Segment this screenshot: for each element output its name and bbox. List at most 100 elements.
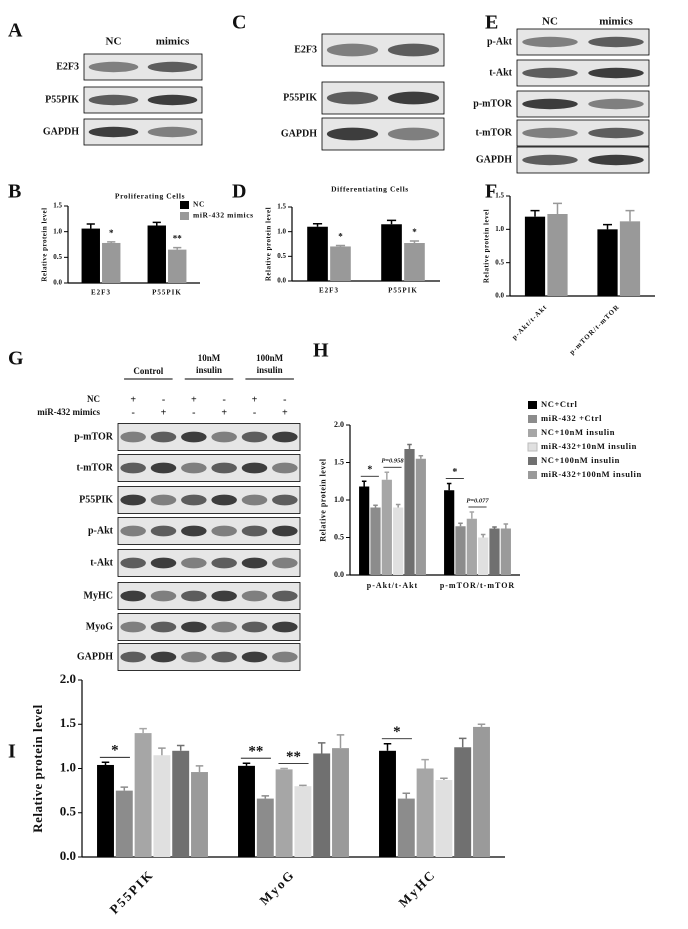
- bar: [256, 798, 274, 857]
- error-bar: [395, 503, 401, 508]
- annotation: P=0.958: [381, 458, 404, 465]
- blot-band: [181, 494, 207, 506]
- y-axis-label: Relative protein level: [318, 458, 327, 542]
- lane-label: NC: [106, 36, 122, 48]
- condition-sign: +: [282, 407, 288, 418]
- error-bar: [176, 744, 185, 751]
- blot-band: [522, 127, 578, 139]
- blot-strip: [117, 486, 301, 514]
- error-bar: [409, 240, 420, 244]
- group-label: Control: [133, 366, 163, 376]
- row-label: GAPDH: [77, 651, 113, 662]
- error-bar: [336, 734, 345, 749]
- bar: [313, 753, 331, 857]
- error-bar: [299, 784, 307, 787]
- annotation: *: [111, 743, 119, 759]
- bar: [238, 765, 255, 857]
- blot-band: [150, 621, 177, 633]
- blot-band: [147, 94, 198, 106]
- blot-band: [150, 525, 177, 537]
- blot-band: [272, 651, 298, 663]
- error-bar: [86, 223, 95, 229]
- legend-swatch: [528, 401, 537, 409]
- blot-band: [241, 621, 268, 633]
- blot-band: [211, 590, 237, 602]
- bar: [524, 216, 546, 296]
- y-tick-label: 0.5: [277, 252, 286, 260]
- blot-band: [326, 127, 379, 141]
- error-bar: [530, 209, 540, 217]
- y-tick-label: 1.0: [334, 495, 344, 504]
- blot-band: [326, 43, 379, 57]
- row-label: p-mTOR: [74, 431, 113, 442]
- blot-band: [150, 651, 177, 663]
- error-bar: [386, 219, 397, 225]
- error-bar: [458, 522, 463, 527]
- bar: [294, 786, 312, 857]
- condition-sign: -: [131, 407, 134, 418]
- y-axis-label: Relative protein level: [30, 704, 45, 832]
- error-bar: [421, 758, 429, 769]
- error-bar: [361, 480, 367, 487]
- bar: [381, 224, 402, 281]
- x-tick-label: p-Akt/t-Akt: [367, 581, 418, 590]
- bar: [359, 486, 370, 575]
- blot-band: [120, 431, 146, 443]
- row-label: GAPDH: [476, 154, 512, 165]
- row-label: p-mTOR: [473, 98, 512, 109]
- legend-label: NC+Ctrl: [541, 399, 577, 409]
- blot-band: [181, 621, 207, 633]
- blot-band: [147, 61, 198, 73]
- bar: [466, 518, 477, 575]
- y-axis-label: Relative protein level: [265, 207, 273, 281]
- y-tick-label: 1.0: [60, 759, 76, 774]
- x-tick-label: p-mTOR/t-mTOR: [440, 581, 515, 590]
- y-tick-label: 0.5: [334, 532, 344, 541]
- blot-band: [181, 462, 207, 474]
- bar: [454, 747, 472, 857]
- bar: [435, 780, 453, 857]
- bar: [97, 764, 114, 857]
- row-label: E2F3: [56, 61, 79, 72]
- legend-label: NC+10nM insulin: [541, 427, 615, 437]
- error-bar: [446, 482, 452, 491]
- blot-band: [241, 651, 268, 663]
- x-tick-label: MyHC: [395, 867, 438, 910]
- blot-band: [88, 61, 139, 73]
- panel-label: F: [485, 181, 497, 203]
- blot-band: [181, 590, 207, 602]
- row-label: GAPDH: [281, 128, 317, 139]
- blot-band: [272, 590, 298, 602]
- row-label: t-mTOR: [476, 127, 513, 138]
- error-bar: [152, 221, 161, 226]
- condition-sign: +: [130, 394, 136, 405]
- blot-band: [181, 651, 207, 663]
- error-bar: [625, 209, 635, 222]
- condition-sign: +: [221, 407, 227, 418]
- condition-sign: +: [252, 394, 258, 405]
- error-bar: [503, 523, 509, 529]
- bar: [134, 733, 152, 857]
- group-label: 10nM: [198, 353, 221, 363]
- bar: [172, 750, 190, 857]
- annotation: **: [286, 749, 301, 765]
- error-bar: [458, 737, 467, 748]
- blot-band: [120, 557, 146, 569]
- y-tick-label: 1.5: [60, 715, 77, 730]
- condition-sign: -: [162, 394, 165, 405]
- blot-band: [387, 91, 440, 105]
- bar: [147, 225, 166, 283]
- row-label: MyoG: [86, 621, 113, 632]
- y-tick-label: 1.5: [277, 203, 286, 211]
- error-bar: [469, 511, 475, 519]
- bar: [307, 226, 328, 281]
- blot-band: [241, 590, 268, 602]
- blot-band: [211, 462, 237, 474]
- annotation: *: [338, 232, 343, 242]
- bar: [416, 768, 434, 857]
- blot-band: [88, 126, 139, 138]
- blot-band: [272, 494, 298, 506]
- bar: [393, 507, 404, 575]
- bar: [381, 479, 392, 575]
